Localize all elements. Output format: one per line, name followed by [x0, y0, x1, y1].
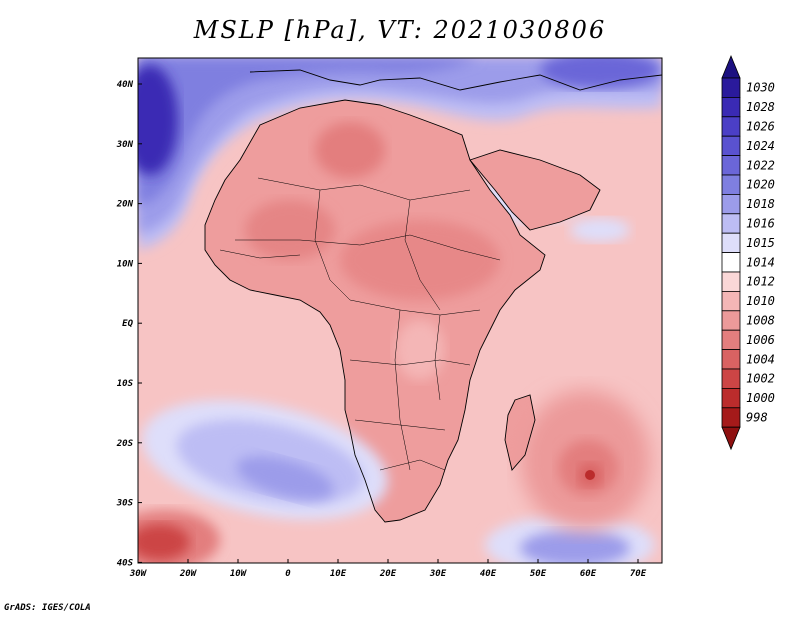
colorbar-swatch: [721, 232, 741, 253]
colorbar-label: 1028: [746, 100, 775, 114]
colorbar-label: 1006: [746, 333, 775, 347]
south-indian-high-core: [520, 530, 630, 563]
lat-tick-label: 10N: [117, 259, 134, 269]
lon-tick-label: 10E: [330, 569, 347, 579]
sahara-low: [315, 122, 385, 178]
southwest-low-core: [138, 524, 190, 560]
map-title: MSLP [hPa], VT: 2021030806: [193, 16, 607, 44]
colorbar-swatch: [721, 387, 741, 409]
colorbar-label: 1022: [746, 158, 775, 172]
pressure-field: [138, 58, 662, 563]
colorbar-label: 1024: [746, 139, 775, 153]
colorbar-label: 1010: [746, 294, 775, 308]
west-africa-low: [245, 200, 335, 260]
colorbar-swatch: [721, 368, 741, 389]
madagascar-land: [505, 395, 535, 470]
sahel-low: [340, 220, 500, 300]
colorbar-swatch: [721, 193, 741, 215]
colorbar-swatch: [721, 155, 741, 176]
lat-tick-label: 30S: [116, 499, 134, 509]
arabia-land: [470, 150, 600, 230]
colorbar-swatch: [721, 329, 741, 351]
lat-axis: 40N 30N 20N 10N EQ 10S 20S 30S 40S: [116, 80, 142, 568]
colorbar-swatch: [721, 310, 741, 331]
east-africa-zone: [395, 320, 445, 380]
colorbar-swatch: [721, 349, 741, 370]
colorbar-label: 1012: [746, 275, 775, 289]
cyclone-core: [585, 470, 595, 480]
colorbar-swatch: [721, 213, 741, 234]
colorbar-label: 1000: [746, 391, 775, 405]
lon-tick-label: 30W: [129, 569, 148, 579]
colorbar-label: 1018: [746, 197, 775, 211]
arabian-sea-zone: [570, 218, 630, 242]
lon-tick-label: 0: [285, 569, 291, 579]
colorbar-label: 998: [746, 411, 768, 425]
colorbar-label: 1030: [746, 81, 775, 95]
lon-tick-label: 70E: [630, 569, 647, 579]
colorbar-top-arrow: [721, 54, 741, 79]
colorbar-label: 1008: [746, 314, 775, 328]
colorbar-label: 1015: [746, 236, 775, 250]
lon-tick-label: 20W: [179, 569, 198, 579]
colorbar-label: 1002: [746, 372, 775, 386]
lon-tick-label: 10W: [230, 569, 248, 579]
lat-tick-label: EQ: [122, 319, 133, 329]
colorbar-label: 1014: [746, 255, 775, 269]
colorbar-swatch: [721, 271, 741, 292]
colorbar-label: 1026: [746, 120, 775, 134]
map-frame: [137, 57, 663, 564]
colorbar-label: 1016: [746, 217, 775, 231]
lon-tick-label: 60E: [580, 569, 597, 579]
lat-tick-label: 20N: [116, 200, 134, 210]
country-borders: [219, 177, 501, 471]
asia-high: [540, 58, 660, 88]
south-atlantic-high-core: [236, 456, 334, 500]
colorbar-swatch: [721, 407, 741, 428]
colorbar-label: 1004: [746, 352, 775, 366]
atlantic-high-core: [138, 65, 178, 175]
lon-tick-label: 50E: [530, 569, 547, 579]
lon-axis: 30W 20W 10W 0 10E 20E 30E 40E 50E 60E 70E: [129, 559, 647, 579]
colorbar-label: 1020: [746, 178, 775, 192]
colorbar-bottom-arrow: [721, 426, 741, 451]
lon-tick-label: 30E: [429, 569, 447, 579]
coastlines: [204, 69, 662, 523]
lat-tick-label: 30N: [116, 140, 134, 150]
lon-tick-label: 20E: [379, 569, 397, 579]
colorbar-swatch: [721, 77, 741, 98]
colorbar-swatch: [721, 174, 741, 195]
colorbar-swatch: [721, 116, 741, 137]
northern-high-band: [138, 58, 662, 250]
colorbar-swatch: [721, 290, 741, 312]
lon-tick-label: 40E: [480, 569, 497, 579]
colorbar-swatch: [721, 97, 741, 118]
colorbar-swatch: [721, 252, 741, 273]
northern-high-inner: [138, 58, 480, 206]
colorbar-swatch: [721, 135, 741, 156]
lat-tick-label: 40N: [117, 80, 134, 90]
lat-tick-label: 40S: [117, 558, 134, 568]
colorbar: 1030 1028 1026 1024 1022 1020 1018 1016 1015 1014…: [721, 54, 775, 451]
lat-tick-label: 20S: [116, 439, 134, 449]
lat-tick-label: 10S: [117, 379, 134, 389]
grads-credit: GrADS: IGES/COLA: [4, 603, 91, 613]
northern-high-mid: [138, 58, 662, 234]
